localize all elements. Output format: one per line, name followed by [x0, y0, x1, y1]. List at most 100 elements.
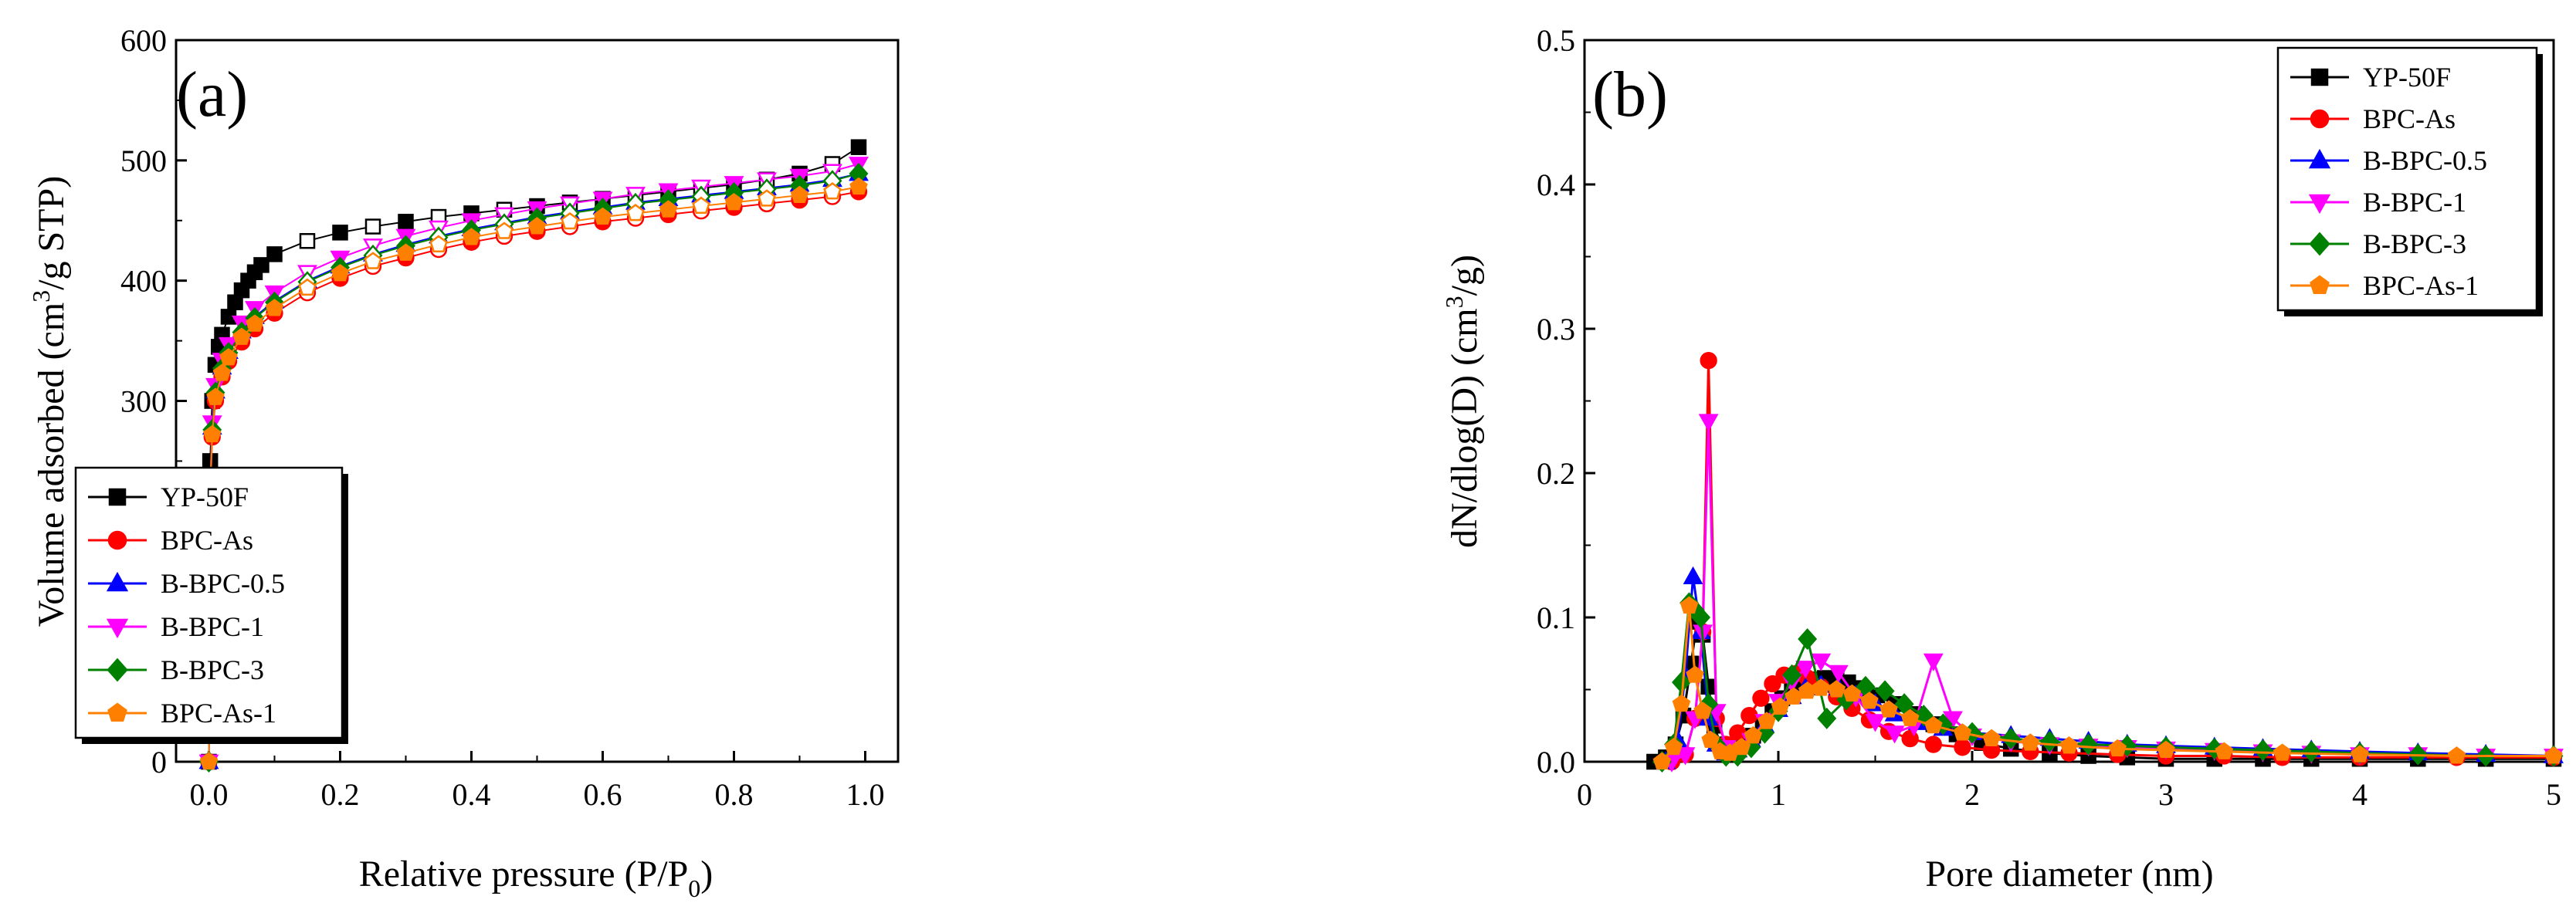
data-point [1875, 680, 1895, 702]
chart-b: 0 1 2 3 4 5 0.0 0.1 0.2 0.3 0.4 0.5 (b) Pore diame… [1440, 23, 2564, 894]
data-point [2079, 733, 2099, 756]
legend-entry: B-BPC-0.5 [88, 568, 285, 599]
legend-marker [106, 571, 129, 592]
data-point [1811, 653, 1832, 671]
data-point [219, 348, 238, 366]
legend-label: BPC-As-1 [2363, 270, 2479, 301]
data-point [1982, 729, 2001, 747]
legend-label: B-BPC-1 [2363, 187, 2466, 218]
data-point [849, 177, 868, 195]
data-point [790, 185, 809, 204]
chart-a-x-ticks: 0.0 0.2 0.4 0.6 0.8 1.0 [190, 751, 885, 812]
data-point [1664, 737, 1683, 756]
data-point [2001, 728, 2021, 750]
data-point [724, 193, 744, 211]
data-point [1732, 737, 1751, 756]
data-point [199, 752, 219, 769]
data-point [527, 217, 547, 235]
chart-b-series [1646, 351, 2564, 773]
data-point [561, 211, 579, 230]
data-point [253, 257, 269, 273]
data-point [758, 189, 776, 207]
y-tick-label: 600 [120, 23, 167, 58]
data-point [1865, 714, 1886, 732]
data-point [1700, 351, 1717, 370]
legend-label: B-BPC-0.5 [2363, 145, 2487, 176]
legend-entry: BPC-As [2290, 103, 2456, 134]
x-tick-label: 4 [2352, 777, 2368, 812]
x-tick-label: 1.0 [846, 777, 885, 812]
data-point [2447, 746, 2466, 764]
data-point [1884, 725, 1905, 744]
data-point [332, 225, 348, 241]
data-point [1764, 675, 1781, 693]
data-point [396, 243, 415, 261]
legend-entry: YP-50F [2290, 62, 2451, 93]
data-point [364, 252, 382, 269]
data-point [429, 235, 448, 252]
chart-b-x-axis-label: Pore diameter (nm) [1925, 854, 2213, 894]
data-point [1795, 661, 1816, 679]
y-tick-label: 0.2 [1537, 456, 1575, 491]
y-tick-label: 0.4 [1537, 167, 1575, 202]
data-point [265, 299, 284, 316]
y-tick-label: 0.0 [1537, 745, 1575, 779]
data-point [2253, 739, 2273, 762]
legend-label: B-BPC-3 [2363, 228, 2466, 259]
data-point [1924, 735, 1942, 753]
data-point [246, 314, 264, 332]
data-point [298, 278, 317, 296]
data-point [2544, 746, 2563, 764]
data-point [364, 218, 381, 235]
chart-b-x-ticks: 0 1 2 3 4 5 [1577, 751, 2561, 812]
data-point [1782, 664, 1802, 686]
data-point [1879, 700, 1898, 718]
data-point [1652, 752, 1672, 769]
y-tick-label: 400 [120, 264, 167, 299]
legend-entry: B-BPC-3 [88, 654, 264, 685]
legend-marker [2310, 68, 2329, 86]
data-point [266, 246, 283, 262]
data-point [850, 139, 867, 155]
data-point [1953, 723, 1972, 741]
y-tick-label: 500 [120, 144, 167, 178]
legend-marker [107, 658, 128, 682]
data-point [1683, 566, 1703, 584]
legend-marker [2308, 148, 2331, 169]
legend-entry: B-BPC-3 [2290, 228, 2466, 259]
data-point [626, 204, 645, 221]
data-point [1672, 694, 1691, 712]
legend-entry: YP-50F [88, 482, 249, 512]
data-point [330, 263, 350, 282]
chart-a-panel-label: (a) [176, 59, 248, 130]
data-point [398, 214, 414, 230]
legend-marker [107, 702, 127, 722]
data-point [2351, 745, 2369, 763]
series-BPC-As-1 [1652, 596, 2563, 769]
chart-b-legend: YP-50F BPC-As B-BPC-0.5 B-BPC-1 B-BPC-3 BPC-A… [2276, 46, 2543, 316]
legend-label: BPC-As [2363, 103, 2456, 134]
data-point [203, 424, 222, 443]
data-point [2059, 736, 2079, 754]
data-point [2021, 733, 2040, 751]
data-point [462, 228, 481, 245]
legend-label: BPC-As [161, 525, 253, 556]
legend-marker [106, 618, 129, 639]
data-point [1828, 664, 1849, 683]
legend-entry: B-BPC-0.5 [2290, 145, 2487, 176]
data-point [1752, 689, 1770, 707]
legend-label: YP-50F [2363, 62, 2451, 93]
data-point [1693, 702, 1712, 719]
data-point [2273, 743, 2292, 761]
series-BPC-As-1 [199, 177, 868, 769]
chart-a-x-axis-label: Relative pressure (P/P0) [359, 854, 713, 902]
y-tick-label: 0.3 [1537, 312, 1575, 347]
data-point [1827, 680, 1846, 698]
data-point [1817, 707, 1837, 729]
data-point [1740, 707, 1758, 725]
legend-marker [2310, 275, 2330, 294]
chart-b-panel-label: (b) [1592, 59, 1668, 130]
data-point [2157, 740, 2175, 759]
chart-b-y-axis-label: dN/dlog(D) (cm3/g) [1440, 255, 1485, 548]
x-tick-label: 0.8 [715, 777, 754, 812]
